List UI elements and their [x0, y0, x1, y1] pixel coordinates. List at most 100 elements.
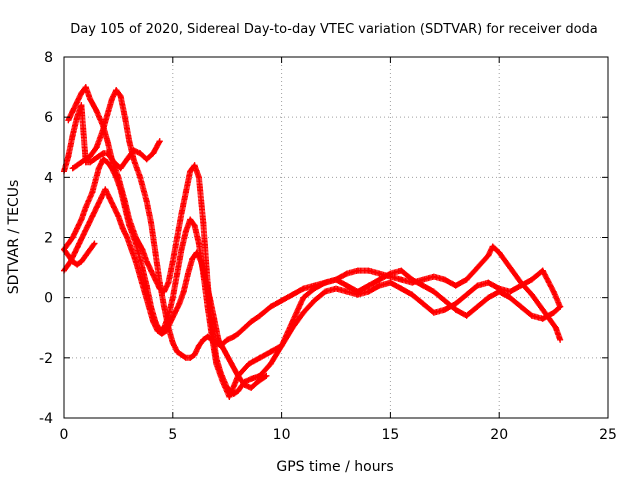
data-marks-track-3 — [61, 156, 564, 400]
data-point — [354, 288, 361, 295]
data-point — [111, 159, 118, 166]
x-tick-label: 20 — [490, 427, 508, 443]
data-point — [71, 249, 78, 256]
data-point — [130, 156, 137, 163]
data-point — [113, 87, 120, 94]
data-point — [267, 360, 274, 367]
data-point — [150, 318, 157, 325]
data-point — [517, 303, 524, 310]
data-point — [174, 234, 181, 241]
data-point — [311, 285, 318, 292]
data-point — [235, 387, 242, 394]
data-point — [452, 300, 459, 307]
x-axis-label: GPS time / hours — [276, 459, 393, 475]
data-point — [398, 285, 405, 292]
data-point — [93, 204, 100, 211]
data-point — [163, 327, 170, 334]
data-point — [256, 312, 263, 319]
data-point — [430, 309, 437, 316]
data-point — [226, 393, 233, 400]
data-point — [376, 282, 383, 289]
data-point — [154, 327, 161, 334]
data-point — [156, 285, 163, 292]
data-point — [145, 303, 152, 310]
data-point — [124, 156, 131, 163]
data-point — [198, 258, 205, 265]
y-tick-labels: -4 -2 0 2 4 6 8 — [39, 50, 53, 427]
y-tick-label: -2 — [39, 351, 53, 367]
y-tick-label: 4 — [44, 170, 53, 186]
data-point — [441, 306, 448, 313]
data-point — [78, 102, 85, 109]
data-point — [474, 282, 481, 289]
data-point — [74, 225, 81, 232]
axis-ticks — [63, 56, 609, 419]
data-point — [248, 384, 255, 391]
data-point — [193, 249, 200, 256]
data-point — [398, 276, 405, 283]
data-point — [267, 303, 274, 310]
data-point — [185, 270, 192, 277]
data-point — [100, 156, 107, 163]
data-point — [241, 324, 248, 331]
data-point — [254, 378, 261, 385]
data-point — [420, 282, 427, 289]
data-point — [169, 339, 176, 346]
data-point — [278, 342, 285, 349]
data-point — [74, 162, 81, 169]
data-point — [74, 261, 81, 268]
data-point — [441, 297, 448, 304]
data-point — [161, 288, 168, 295]
data-point — [245, 360, 252, 367]
data-point — [128, 246, 135, 253]
data-point — [539, 267, 546, 274]
data-point — [171, 309, 178, 316]
data-marks — [61, 84, 564, 400]
data-point — [104, 159, 111, 166]
data-point — [376, 276, 383, 283]
data-point — [496, 249, 503, 256]
data-point — [80, 231, 87, 238]
x-tick-label: 15 — [381, 427, 399, 443]
data-point — [300, 309, 307, 316]
data-point — [539, 315, 546, 322]
data-point — [76, 240, 83, 247]
data-point — [333, 285, 339, 292]
data-point — [213, 360, 220, 367]
data-point — [119, 225, 126, 232]
data-point — [557, 336, 564, 343]
data-point — [93, 108, 100, 115]
data-point — [152, 276, 159, 283]
data-point — [365, 282, 372, 289]
data-point — [187, 216, 194, 223]
data-point — [463, 291, 470, 298]
x-tick-label: 10 — [273, 427, 291, 443]
data-point — [108, 96, 115, 103]
data-point — [124, 234, 131, 241]
data-point — [202, 276, 209, 283]
series-track-2 — [65, 84, 564, 397]
data-point — [343, 288, 350, 295]
data-point — [137, 150, 144, 157]
data-point — [539, 306, 546, 313]
data-point — [485, 279, 492, 286]
data-point — [219, 378, 226, 385]
x-tick-label: 25 — [599, 427, 617, 443]
data-point — [161, 303, 168, 310]
data-point — [557, 303, 564, 310]
data-point — [182, 189, 189, 196]
data-point — [235, 372, 242, 379]
data-point — [104, 111, 111, 118]
data-point — [485, 252, 492, 259]
data-point — [463, 276, 470, 283]
data-point — [117, 93, 124, 100]
data-point — [65, 240, 72, 247]
data-point — [430, 273, 437, 280]
data-point — [365, 267, 372, 274]
data-point — [409, 291, 416, 298]
data-point — [208, 333, 215, 340]
data-point — [82, 252, 89, 259]
data-point — [74, 114, 81, 121]
data-point — [130, 147, 137, 154]
data-point — [113, 174, 120, 181]
